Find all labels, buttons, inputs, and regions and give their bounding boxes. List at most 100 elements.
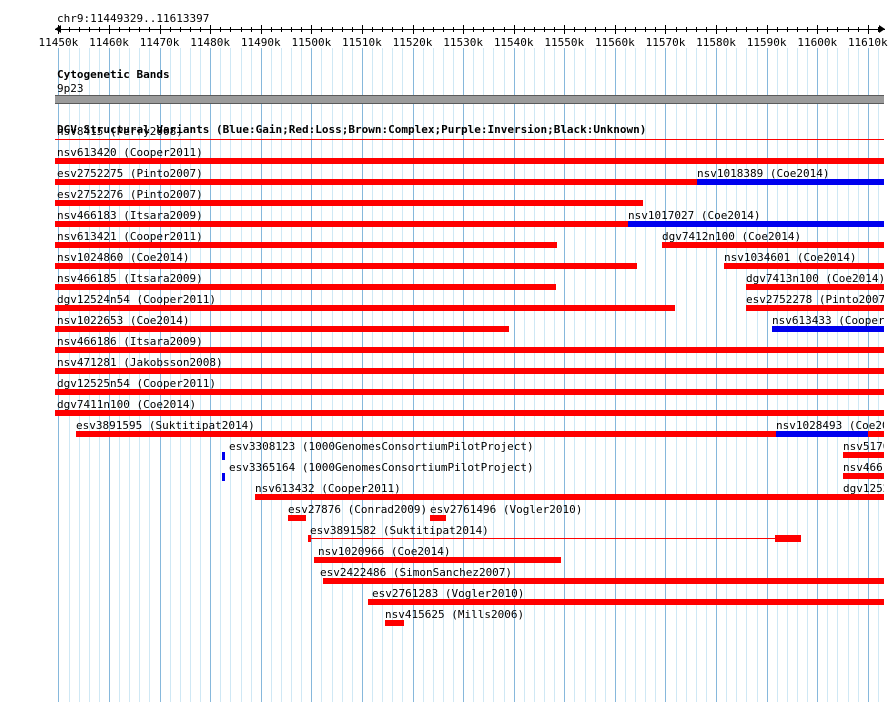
variant-feature-loss[interactable]: [55, 368, 887, 374]
variant-feature-loss[interactable]: [843, 494, 887, 500]
variant-feature-loss[interactable]: [746, 284, 887, 290]
variant-label[interactable]: esv2761496 (Vogler2010): [430, 503, 583, 516]
variant-label[interactable]: esv3891595 (Suktitipat2014): [76, 419, 255, 432]
variant-feature-loss[interactable]: [323, 578, 887, 584]
ruler-axis[interactable]: [55, 25, 885, 34]
gridline-major: [159, 48, 161, 702]
variant-feature-loss[interactable]: [55, 200, 643, 206]
variant-feature-loss[interactable]: [724, 263, 887, 269]
variant-label[interactable]: dgv12526: [843, 482, 890, 495]
variant-label[interactable]: dgv12524n54 (Cooper2011): [57, 293, 216, 306]
gridline-major: [665, 48, 667, 702]
coordinate-label: chr9:11449329..11613397: [57, 12, 210, 25]
variant-feature-loss[interactable]: [55, 389, 887, 395]
variant-label[interactable]: nsv1018389 (Coe2014): [697, 167, 830, 180]
variant-feature-loss[interactable]: [76, 431, 887, 437]
variant-feature-loss[interactable]: [746, 305, 887, 311]
variant-label[interactable]: dgv7412n100 (Coe2014): [662, 230, 802, 243]
variant-label[interactable]: dgv12525n54 (Cooper2011): [57, 377, 216, 390]
variant-label[interactable]: nsv51703: [843, 440, 890, 453]
variant-label[interactable]: nsv1024860 (Coe2014): [57, 251, 190, 264]
variant-feature-loss[interactable]: [55, 305, 675, 311]
gridline-minor: [635, 48, 637, 702]
variant-label[interactable]: esv27876 (Conrad2009): [288, 503, 428, 516]
variant-label[interactable]: esv2752275 (Pinto2007): [57, 167, 203, 180]
variant-label[interactable]: nsv1020966 (Coe2014): [318, 545, 451, 558]
variant-label[interactable]: nsv1022653 (Coe2014): [57, 314, 190, 327]
variant-feature-loss[interactable]: [308, 538, 778, 539]
variant-feature-loss[interactable]: [843, 473, 887, 479]
cytoband-bar[interactable]: [55, 95, 885, 104]
variant-feature-gain[interactable]: [222, 452, 225, 460]
variant-label[interactable]: dgv7411n100 (Coe2014): [57, 398, 197, 411]
variant-feature-loss[interactable]: [55, 347, 887, 353]
variant-label[interactable]: nsv1034601 (Coe2014): [724, 251, 857, 264]
variant-feature-loss[interactable]: [55, 158, 887, 164]
variant-feature-loss[interactable]: [843, 452, 887, 458]
variant-feature-gain[interactable]: [772, 326, 887, 332]
variant-feature-gain[interactable]: [628, 221, 887, 227]
variant-label[interactable]: esv2761283 (Vogler2010): [372, 587, 525, 600]
variant-label[interactable]: nsv466183 (Itsara2009): [57, 209, 203, 222]
variant-label[interactable]: nsv466185 (Itsara2009): [57, 272, 203, 285]
variant-label[interactable]: esv3365164 (1000GenomesConsortiumPilotPr…: [229, 461, 534, 474]
variant-feature-loss[interactable]: [385, 620, 404, 626]
ruler-tick-minor: [736, 27, 738, 32]
variant-label[interactable]: nsv613432 (Cooper2011): [255, 482, 401, 495]
variant-label[interactable]: nsv8415 (Perry2008): [57, 125, 183, 138]
gridline-minor: [250, 48, 252, 702]
variant-label[interactable]: esv3308123 (1000GenomesConsortiumPilotPr…: [229, 440, 534, 453]
variant-label[interactable]: esv3891582 (Suktitipat2014): [310, 524, 489, 537]
ruler-tick-major: [260, 25, 262, 34]
variant-label[interactable]: nsv415625 (Mills2006): [385, 608, 525, 621]
variant-feature-loss[interactable]: [430, 515, 446, 521]
variant-label[interactable]: nsv613433 (Cooper20: [772, 314, 890, 327]
coordinate-ruler[interactable]: chr9:11449329..11613397 11450k 11460k 1147…: [0, 0, 890, 52]
ruler-tick-minor: [139, 27, 141, 32]
gridline-minor: [554, 48, 556, 702]
variant-label[interactable]: esv2752278 (Pinto2007): [746, 293, 890, 306]
ruler-tick-major: [311, 25, 313, 34]
ruler-tick-label: 11500k: [291, 36, 332, 49]
variant-feature-gain[interactable]: [776, 431, 868, 437]
variant-feature-loss[interactable]: [55, 284, 556, 290]
variant-feature-loss[interactable]: [55, 410, 887, 416]
ruler-tick-minor: [179, 27, 181, 32]
variant-feature-loss[interactable]: [55, 242, 557, 248]
variant-feature-gain[interactable]: [222, 473, 225, 481]
variant-label[interactable]: esv2422486 (SimonSanchez2007): [320, 566, 513, 579]
variant-label[interactable]: nsv466186 (Itsara2009): [57, 335, 203, 348]
gridline-minor: [746, 48, 748, 702]
variant-feature-loss[interactable]: [255, 494, 887, 500]
gridline-minor: [584, 48, 586, 702]
variant-label[interactable]: nsv613420 (Cooper2011): [57, 146, 203, 159]
variant-feature-gain[interactable]: [697, 179, 887, 185]
variant-feature-loss[interactable]: [662, 242, 887, 248]
right-margin-gutter: [884, 48, 890, 702]
variant-feature-loss[interactable]: [288, 515, 306, 521]
variant-label[interactable]: nsv1017027 (Coe2014): [628, 209, 761, 222]
gridline-minor: [473, 48, 475, 702]
ruler-tick-minor: [291, 27, 293, 32]
ruler-tick-label: 11510k: [342, 36, 382, 49]
variant-feature-loss[interactable]: [368, 599, 887, 605]
ruler-tick-minor: [786, 27, 788, 32]
variant-feature-loss[interactable]: [55, 179, 887, 185]
gridline-minor: [341, 48, 343, 702]
ruler-tick-minor: [240, 27, 242, 32]
variant-feature-loss[interactable]: [55, 221, 887, 227]
ruler-tick-label: 11540k: [493, 36, 534, 49]
variant-label[interactable]: nsv471281 (Jakobsson2008): [57, 356, 223, 369]
variant-label[interactable]: nsv613421 (Cooper2011): [57, 230, 203, 243]
ruler-tick-minor: [270, 27, 272, 32]
variant-label[interactable]: nsv46618: [843, 461, 890, 474]
variant-label[interactable]: esv2752276 (Pinto2007): [57, 188, 203, 201]
variant-feature-loss[interactable]: [55, 326, 509, 332]
axis-line: [55, 29, 885, 30]
variant-feature-loss[interactable]: [55, 139, 887, 140]
variant-feature-loss[interactable]: [314, 557, 561, 563]
variant-label[interactable]: dgv7413n100 (Coe2014): [746, 272, 886, 285]
variant-label[interactable]: nsv1028493 (Coe201: [776, 419, 890, 432]
variant-feature-loss[interactable]: [55, 263, 637, 269]
